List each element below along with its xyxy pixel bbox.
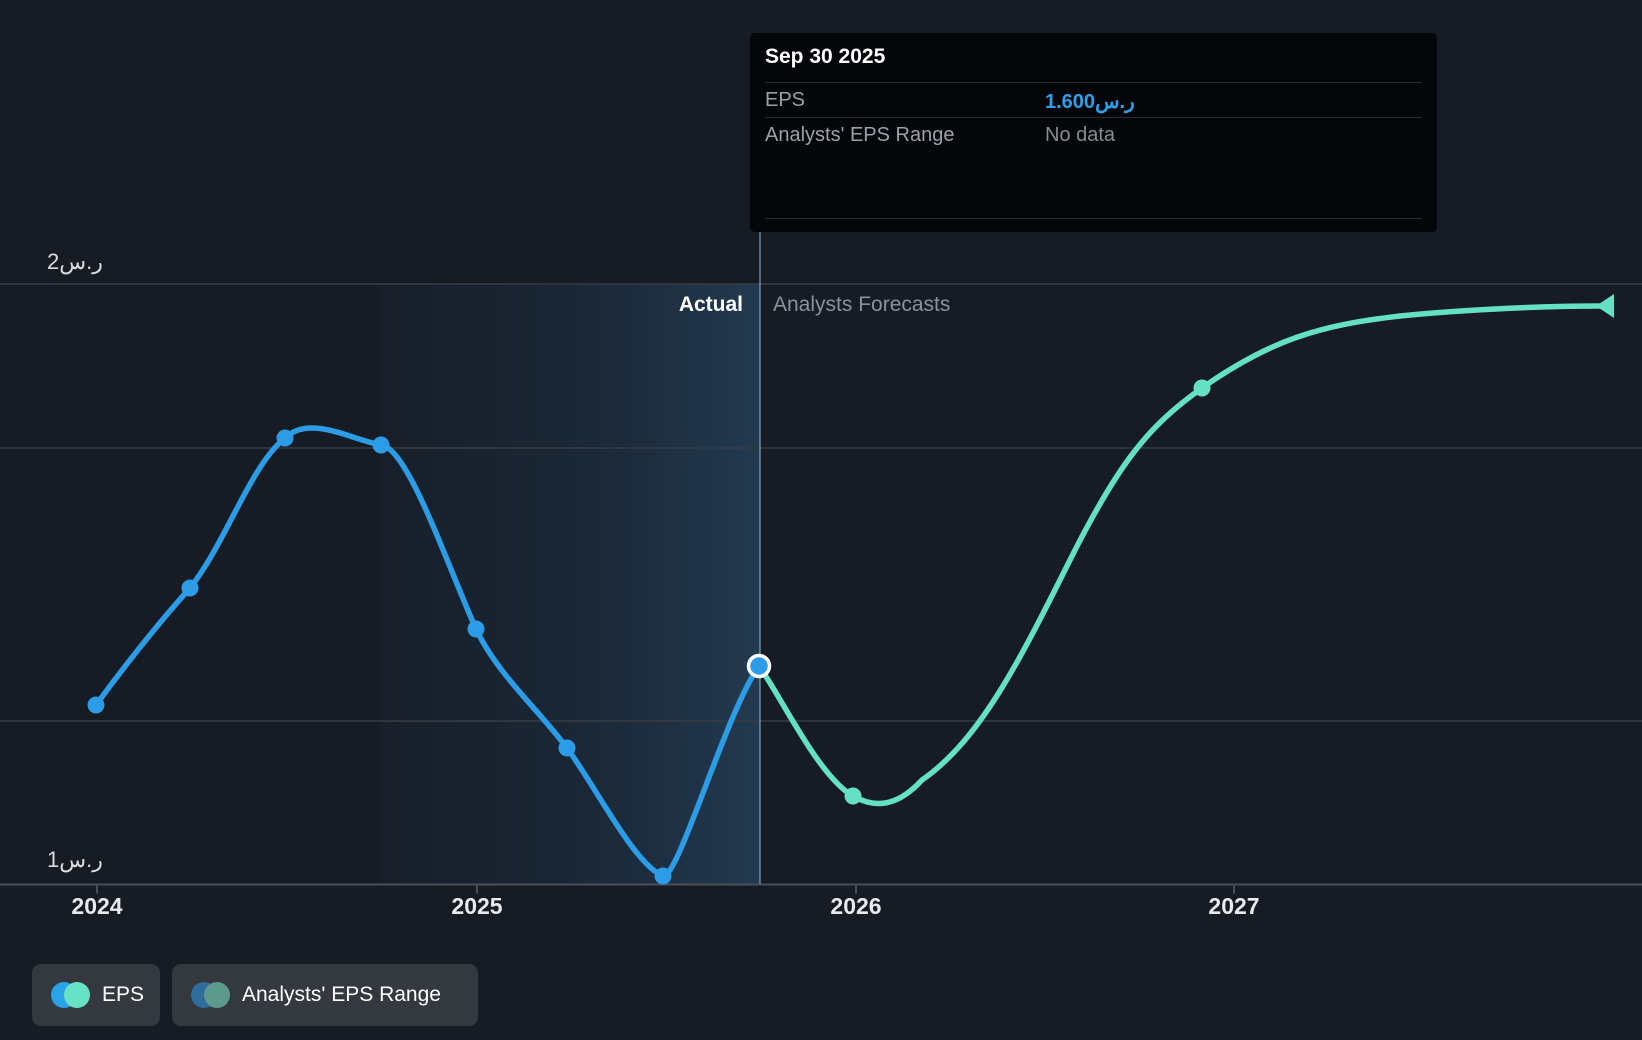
data-points[interactable] bbox=[87, 379, 1211, 885]
legend-analysts-eps-range-label: Analysts' EPS Range bbox=[242, 983, 441, 1006]
legend-eps-button[interactable]: EPS bbox=[32, 964, 160, 1026]
eps-actual-point[interactable] bbox=[467, 620, 485, 638]
eps-series-icon bbox=[51, 982, 93, 1008]
tooltip-separator bbox=[765, 117, 1422, 118]
actual-section-label: Actual bbox=[678, 293, 743, 316]
gridlines bbox=[0, 283, 1642, 722]
eps-forecast-point[interactable] bbox=[844, 787, 862, 805]
legend-eps-label: EPS bbox=[102, 983, 145, 1006]
x-tick-label-2025: 2025 bbox=[451, 893, 503, 919]
y-axis-label-bottom: 1ر.س bbox=[47, 847, 103, 872]
legend-analysts-eps-range-button[interactable]: Analysts' EPS Range bbox=[172, 964, 478, 1026]
eps-actual-point[interactable] bbox=[87, 696, 105, 714]
eps-actual-point[interactable] bbox=[558, 739, 576, 757]
tooltip-eps-value: 1.600ر.س bbox=[1045, 91, 1135, 113]
forecasts-section-label: Analysts Forecasts bbox=[773, 293, 951, 316]
tooltip-eps-label: EPS bbox=[765, 89, 806, 111]
eps-selected-point[interactable] bbox=[746, 653, 772, 679]
eps-forecast-point[interactable] bbox=[1193, 379, 1211, 397]
x-tick-label-2024: 2024 bbox=[71, 893, 123, 919]
tooltip-range-label: Analysts' EPS Range bbox=[765, 124, 955, 146]
y-axis-label-top: 2ر.س bbox=[47, 249, 103, 274]
x-axis-ticks bbox=[96, 884, 1235, 894]
eps-actual-point[interactable] bbox=[276, 429, 294, 447]
eps-actual-point[interactable] bbox=[181, 579, 199, 597]
x-tick-label-2027: 2027 bbox=[1208, 893, 1260, 919]
tooltip-range-value: No data bbox=[1045, 124, 1116, 146]
tooltip-separator bbox=[765, 82, 1422, 83]
eps-forecast-line[interactable] bbox=[756, 303, 1603, 807]
eps-actual-point[interactable] bbox=[654, 867, 672, 885]
tooltip-date: Sep 30 2025 bbox=[765, 45, 886, 68]
x-tick-label-2026: 2026 bbox=[830, 893, 882, 919]
past-year-highlight-band bbox=[379, 284, 760, 884]
tooltip-separator bbox=[765, 218, 1422, 219]
forecast-end-arrow-icon bbox=[1596, 294, 1614, 318]
eps-actual-point[interactable] bbox=[372, 436, 390, 454]
hover-tooltip: Sep 30 2025 EPS 1.600ر.س Analysts' EPS R… bbox=[750, 33, 1437, 232]
analysts-eps-range-series-icon bbox=[191, 982, 233, 1008]
